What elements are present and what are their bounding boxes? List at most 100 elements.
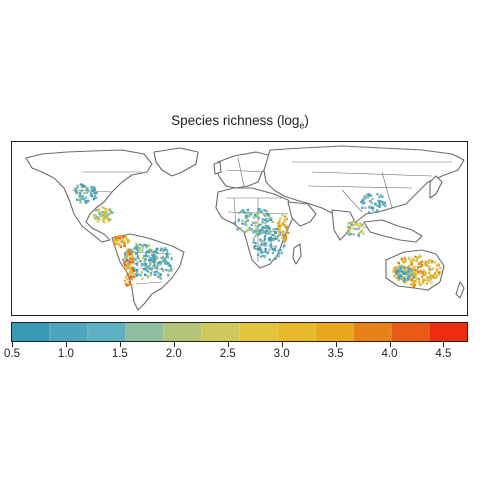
richness-cell [139,274,142,277]
richness-cell [154,259,157,262]
richness-cell [130,248,133,251]
richness-cell [159,273,162,276]
richness-cell [259,232,262,235]
richness-cell [103,217,106,220]
richness-cell [90,192,93,196]
richness-cell [281,223,284,226]
richness-cell [278,221,281,224]
richness-cell [258,208,261,211]
richness-cell [246,219,249,222]
richness-cell [408,265,411,268]
richness-cell [170,257,173,260]
richness-cell [283,220,286,223]
richness-cell [241,222,244,225]
richness-cell [264,222,267,225]
richness-cell [79,191,82,194]
richness-cell [151,265,155,268]
legend-tick-label: 2.5 [219,348,236,360]
richness-cell [87,200,90,203]
richness-cell [163,257,166,260]
richness-cell [413,274,416,277]
richness-cell [155,266,158,269]
richness-cell [371,208,374,211]
richness-cell [127,263,130,266]
richness-cell [361,223,364,226]
legend-swatch [12,323,51,341]
richness-cell [367,192,370,196]
richness-cell [283,239,286,242]
richness-cell [421,260,424,263]
richness-cell [134,275,137,278]
richness-cell [82,197,85,201]
legend-tick-label: 2.0 [165,348,182,360]
richness-cell [426,282,429,285]
richness-cell [428,271,431,274]
richness-cell [84,196,88,199]
richness-cell [254,245,257,248]
richness-cell [161,257,164,260]
richness-cell [402,272,406,275]
legend-swatch [163,323,203,341]
richness-cell [94,189,97,192]
richness-cell [395,273,398,276]
richness-cell [362,232,365,235]
richness-cell [410,283,413,286]
richness-cell [129,266,132,269]
richness-cell [278,224,281,227]
richness-cell [272,239,275,242]
richness-cell [264,226,267,229]
richness-cell [374,210,377,213]
richness-cell [148,260,151,263]
richness-cell [438,271,441,274]
richness-cell [128,273,131,276]
richness-cell [146,276,150,279]
richness-cell [162,255,165,258]
richness-cell [86,187,89,190]
richness-cell [109,218,112,221]
richness-cell [237,218,240,221]
legend-swatch [87,323,127,341]
richness-cell [263,242,266,245]
richness-cell [256,215,259,218]
richness-cell [140,244,143,247]
richness-cell [131,267,134,271]
richness-cell [133,258,136,261]
richness-cell [118,236,122,239]
richness-cell [125,238,128,241]
richness-cell [352,220,355,223]
richness-cell [136,256,139,259]
richness-cell [130,257,133,260]
richness-cell [136,270,139,273]
richness-cell [103,213,107,216]
richness-cell [427,266,431,269]
richness-cell [93,216,96,219]
richness-cell [256,225,259,228]
richness-cells [73,183,442,288]
richness-cell [348,233,351,236]
richness-cell [121,237,124,240]
richness-cell [412,275,415,278]
legend-tick [65,342,67,347]
richness-cell [378,203,381,206]
richness-cell [267,214,270,217]
richness-cell [81,183,84,187]
richness-cell [264,209,267,212]
richness-cell [123,242,126,245]
richness-cell [136,249,139,252]
richness-cell [272,237,275,240]
richness-cell [266,213,269,216]
richness-cell [368,205,371,208]
richness-cell [270,240,273,243]
richness-cell [149,257,152,260]
richness-cell [152,254,155,258]
title-text: Species richness (log [171,113,300,128]
richness-cell [115,237,118,240]
richness-cell [357,227,360,231]
richness-cell [94,209,97,212]
richness-cell [437,263,440,266]
richness-cell [439,267,442,270]
richness-cell [129,261,132,264]
richness-cell [256,247,259,250]
richness-cell [253,230,256,234]
richness-cell [352,227,355,230]
